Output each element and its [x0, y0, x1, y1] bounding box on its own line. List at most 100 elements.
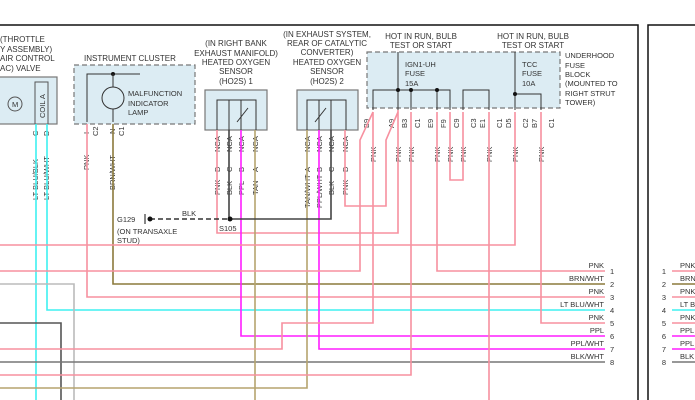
row-wire-label: PNK: [680, 313, 695, 322]
row-wire-label: BLK/WHT: [571, 352, 605, 361]
fuse-pin-label: B3: [400, 119, 409, 128]
fuse-block-label: BLOCK: [565, 70, 590, 79]
wire-pnk-jumper: [449, 112, 464, 181]
fuse-pin-label: C9: [452, 118, 461, 128]
row-wire-label: LT BL: [680, 300, 695, 309]
wire-pnk: [436, 112, 605, 272]
underhood-fuse-block: HOT IN RUN, BULB TEST OR START HOT IN RU…: [366, 32, 618, 110]
motor-icon: [7, 96, 23, 112]
ho2s1-sensor: (IN RIGHT BANK EXHAUST MANIFOLD) HEATED …: [194, 39, 278, 131]
fuse-pin-labels: B9PNKA9PNKB3PNKE9PNKF9PNKC9PNKE1PNKD5PNK…: [362, 118, 556, 162]
heater-icon: [236, 107, 249, 123]
wire-lt-blu-wht: [46, 124, 605, 311]
connector-label: C2: [521, 118, 530, 128]
wire-pnk: [344, 111, 399, 207]
right-panel-rows: 1 PNK 2 BRN 3 PNK 4 LT BL 5 PNK 6 PPL 7 PPL 8 BLK: [662, 261, 695, 367]
row-wire-label: PPL: [590, 326, 604, 335]
connector-label: C1: [547, 118, 556, 128]
row-wire-label: BRN: [680, 274, 695, 283]
row-number: 3: [610, 293, 614, 302]
fuse-block-label: FUSE: [565, 61, 585, 70]
heater-icon: [314, 107, 327, 123]
fuse-label: TCC: [522, 60, 538, 69]
ground-location: STUD): [117, 236, 140, 245]
wire-pnk: [0, 112, 374, 350]
wires: G129 (ON TRANSAXLE STUD) BLK S105: [0, 110, 605, 400]
wire-ppl: [240, 130, 605, 337]
row-wire-label: BRN/WHT: [569, 274, 604, 283]
row-wire-label: PPL/WHT: [571, 339, 605, 348]
wire-pnk: [0, 112, 516, 246]
row-number: 4: [662, 306, 666, 315]
connector-label: C1: [117, 126, 126, 136]
connector-label: C1: [495, 118, 504, 128]
row-wire-label: PNK: [680, 261, 695, 270]
fuse-pin-label: E9: [426, 119, 435, 128]
wire-tan-wht: [0, 130, 308, 389]
row-wire-label: PNK: [589, 313, 604, 322]
lamp-label: MALFUNCTION: [128, 89, 182, 98]
ho2s2-box: [296, 89, 359, 131]
sensor-label: EXHAUST MANIFOLD): [194, 49, 278, 58]
row-number: 3: [662, 293, 666, 302]
fuse-pin-label: B9: [362, 119, 371, 128]
fuse-pin-label: D5: [504, 118, 513, 128]
row-wire-label: PNK: [589, 261, 604, 270]
fuse-label: IGN1-UH: [405, 60, 436, 69]
row-wire-label: PNK: [589, 287, 604, 296]
lamp-label: LAMP: [128, 108, 148, 117]
wire-blk: [230, 130, 332, 220]
lamp-label: INDICATOR: [128, 99, 169, 108]
connector-label: C3: [469, 118, 478, 128]
sensor-label: HEATED OXYGEN: [293, 58, 362, 67]
fuse-label: FUSE: [522, 69, 542, 78]
connector-rows: PNK 1 BRN/WHT 2 PNK 3 LT BLU/WHT 4 PNK 5 PPL 6 PPL/W…: [560, 261, 614, 367]
row-number: 2: [610, 280, 614, 289]
connector-label: C2: [91, 126, 100, 136]
right-panel-frame: [647, 24, 695, 400]
sensor-label: HEATED OXYGEN: [202, 58, 271, 67]
sensor-label: (IN RIGHT BANK: [205, 39, 267, 48]
connector-label: C1: [413, 118, 422, 128]
left-panel-frame: [0, 24, 639, 400]
wire-pnk: [0, 111, 374, 272]
fuse-pin-label: B7: [530, 119, 539, 128]
iac-label: Y ASSEMBLY): [0, 45, 53, 54]
fuse-block-label: UNDERHOOD: [565, 51, 615, 60]
row-wire-label: PPL: [680, 326, 694, 335]
wire-brn-wht: [112, 124, 605, 285]
iac-label: AIR CONTROL: [0, 54, 55, 63]
power-label: TEST OR START: [390, 41, 452, 50]
instrument-cluster: INSTRUMENT CLUSTER MALFUNCTION INDICATOR…: [73, 54, 196, 190]
row-number: 5: [610, 319, 614, 328]
power-label: HOT IN RUN, BULB: [497, 32, 569, 41]
ho2s2-sensor: (IN EXHAUST SYSTEM, REAR OF CATALYTIC CO…: [283, 30, 371, 131]
splice-label: S105: [219, 224, 237, 233]
ho2s1-box: [204, 89, 268, 131]
row-number: 1: [610, 267, 614, 276]
coil-label: COIL A: [38, 94, 47, 118]
row-wire-label: LT BLU/WHT: [560, 300, 604, 309]
row-wire-label: PNK: [680, 287, 695, 296]
wire-gray: [0, 283, 75, 400]
row-wire-label: PPL: [680, 339, 694, 348]
row-number: 7: [662, 345, 666, 354]
fuse-label: 15A: [405, 79, 418, 88]
fuse-pin-label: E1: [478, 119, 487, 128]
sensor-label: SENSOR: [310, 67, 344, 76]
wire-label: BLK: [182, 209, 196, 218]
row-number: 8: [610, 358, 614, 367]
cluster-bus: [86, 73, 140, 122]
iac-valve: (THROTTLE Y ASSEMBLY) AIR CONTROL AC) VA…: [0, 35, 58, 200]
row-number: 6: [610, 332, 614, 341]
cluster-title: INSTRUMENT CLUSTER: [84, 54, 176, 63]
wire-pnk: [0, 112, 412, 376]
cluster-box: [73, 64, 196, 125]
fuse-pin-label: F9: [439, 119, 448, 128]
row-wire-label: BLK: [680, 352, 694, 361]
wire-pnk: [86, 124, 605, 298]
row-number: 4: [610, 306, 614, 315]
power-label: TEST OR START: [502, 41, 564, 50]
ground-location: (ON TRANSAXLE: [117, 227, 177, 236]
